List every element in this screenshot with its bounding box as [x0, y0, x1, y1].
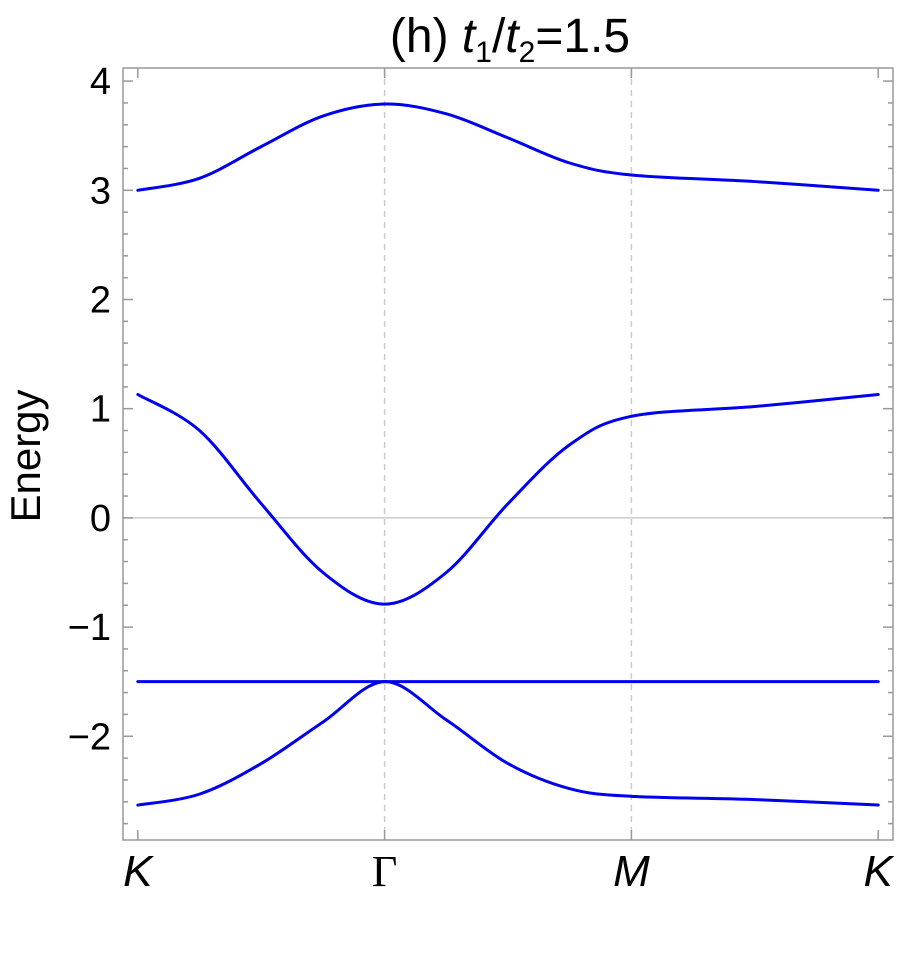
tick-layer [123, 68, 893, 840]
band-line-3 [136, 680, 880, 807]
title-prefix: (h) [390, 10, 462, 63]
plot-frame [122, 67, 894, 841]
y-tick-label-5: −1 [68, 607, 111, 649]
label-layer: 4 3 2 1 0 −1 −2 K Γ M K [68, 61, 895, 896]
y-tick-label-3: 1 [90, 389, 111, 431]
chart-title-text: (h) t1/t2=1.5 [390, 10, 630, 69]
y-axis-label: Energy [2, 389, 49, 522]
title-t1: t [462, 10, 477, 63]
title-sub1: 1 [475, 36, 492, 69]
y-tick-label-4: 0 [90, 498, 111, 540]
x-tick-label-0: K [123, 847, 154, 896]
y-tick-label-1: 3 [90, 170, 111, 212]
y-tick-label-2: 2 [90, 279, 111, 321]
y-tick-label-0: 4 [90, 61, 111, 103]
frame-layer [122, 67, 894, 841]
grid-layer [123, 68, 893, 840]
title-slash: / [492, 10, 506, 63]
title-suffix: =1.5 [535, 10, 630, 63]
y-tick-label-6: −2 [68, 716, 111, 758]
band-line-1 [136, 392, 880, 606]
x-tick-label-3: K [864, 847, 895, 896]
title-sub2: 2 [519, 36, 536, 69]
title-t2: t [505, 10, 520, 63]
x-tick-label-1: Γ [372, 847, 397, 896]
chart-title: (h) t1/t2=1.5 [390, 10, 630, 69]
band-line-0 [136, 102, 880, 192]
x-tick-label-2: M [613, 847, 650, 896]
series-layer [136, 102, 880, 807]
